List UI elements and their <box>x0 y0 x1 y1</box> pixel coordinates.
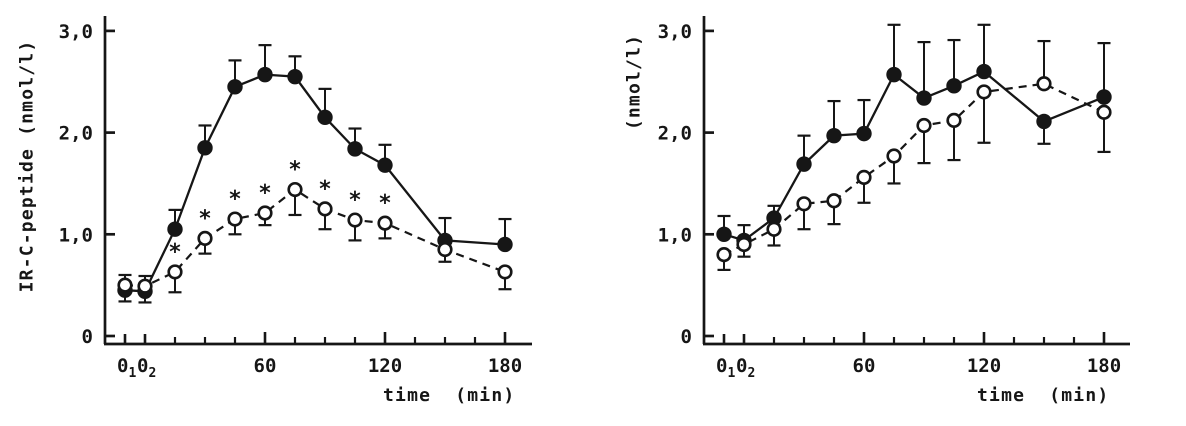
significance-asterisk: * <box>318 177 331 202</box>
y-tick-label: 3,0 <box>658 21 692 43</box>
filled-circle-marker <box>1036 113 1052 130</box>
open-circle-marker <box>716 247 732 263</box>
open-circle-marker <box>796 196 812 212</box>
open-circle-marker <box>197 230 213 246</box>
series-open-circles-dashed <box>117 181 513 294</box>
series-open-circles-dashed <box>716 39 1112 271</box>
series-line <box>723 82 1105 256</box>
left-y-axis-title: IR-C-peptide (nmol/l) <box>16 39 38 293</box>
series-filled-circles-solid <box>716 23 1112 249</box>
filled-circle-marker <box>886 66 902 83</box>
series-filled-circles-solid <box>117 44 513 304</box>
left-chart: 3,0 2,0 1,0 0 01 02 60 120 180 * * * * * * * * <box>59 16 532 381</box>
filled-circle-marker <box>347 141 363 157</box>
open-circle-marker <box>826 193 842 209</box>
filled-circle-marker <box>796 156 812 172</box>
filled-circle-marker <box>197 140 213 156</box>
open-circle-marker <box>497 264 513 280</box>
filled-circle-marker <box>497 236 513 253</box>
y-tick-label: 3,0 <box>59 21 93 43</box>
x-tick-label: 02 <box>736 355 755 381</box>
filled-circle-marker <box>826 127 842 144</box>
open-circle-marker <box>437 241 453 258</box>
open-circle-marker <box>856 169 872 185</box>
y-tick-label: 1,0 <box>59 224 93 246</box>
left-x-axis-title: time (min) <box>383 385 516 406</box>
filled-circle-marker <box>317 109 333 126</box>
open-circle-marker <box>946 112 962 128</box>
filled-circle-marker <box>946 78 962 94</box>
series-line <box>124 73 506 293</box>
open-circle-marker <box>916 117 932 134</box>
x-tick-label: 01 <box>117 355 136 381</box>
open-circle-marker <box>167 264 183 280</box>
right-x-axis-title: time (min) <box>977 385 1110 406</box>
significance-asterisk: * <box>378 191 391 216</box>
right-chart: 3,0 2,0 1,0 0 01 02 60 120 180 <box>658 16 1130 381</box>
filled-circle-marker <box>1096 89 1112 105</box>
open-circle-marker <box>347 212 363 228</box>
x-tick-label: 01 <box>716 355 735 381</box>
x-tick-label: 60 <box>853 355 876 377</box>
filled-circle-marker <box>257 66 273 83</box>
open-circle-marker <box>377 215 393 231</box>
filled-circle-marker <box>716 226 732 243</box>
open-circle-marker <box>227 211 243 227</box>
open-circle-marker <box>1096 104 1112 120</box>
filled-circle-marker <box>377 157 393 173</box>
significance-asterisk: * <box>258 181 271 206</box>
filled-circle-marker <box>287 68 303 85</box>
x-tick-label: 02 <box>137 355 156 381</box>
significance-asterisk: * <box>348 188 361 213</box>
filled-circle-marker <box>227 79 243 95</box>
open-circle-marker <box>137 278 153 294</box>
open-circle-marker <box>257 205 273 221</box>
y-tick-label: 2,0 <box>658 123 692 145</box>
x-tick-label: 180 <box>1087 355 1121 377</box>
y-tick-label: 0 <box>82 326 93 348</box>
y-tick-label: 2,0 <box>59 123 93 145</box>
x-tick-label: 180 <box>488 355 522 377</box>
filled-circle-marker <box>976 63 992 80</box>
significance-asterisk: * <box>198 206 211 231</box>
right-y-axis-title: (nmol/l) <box>623 33 645 131</box>
open-circle-marker <box>736 236 752 253</box>
filled-circle-marker <box>916 90 932 106</box>
open-circle-marker <box>886 148 902 164</box>
filled-circle-marker <box>167 221 183 237</box>
filled-circle-marker <box>856 125 872 142</box>
y-tick-label: 1,0 <box>658 224 692 246</box>
x-tick-label: 60 <box>254 355 277 377</box>
x-tick-label: 120 <box>368 355 402 377</box>
open-circle-marker <box>976 84 992 100</box>
x-tick-label: 120 <box>967 355 1001 377</box>
significance-asterisk: * <box>228 187 241 212</box>
significance-asterisk: * <box>288 158 301 183</box>
open-circle-marker <box>117 277 133 293</box>
significance-asterisk: * <box>168 240 181 265</box>
open-circle-marker <box>317 201 333 217</box>
open-circle-marker <box>766 221 782 237</box>
open-circle-marker <box>287 181 303 198</box>
open-circle-marker <box>1036 76 1052 92</box>
y-tick-label: 0 <box>681 326 692 348</box>
